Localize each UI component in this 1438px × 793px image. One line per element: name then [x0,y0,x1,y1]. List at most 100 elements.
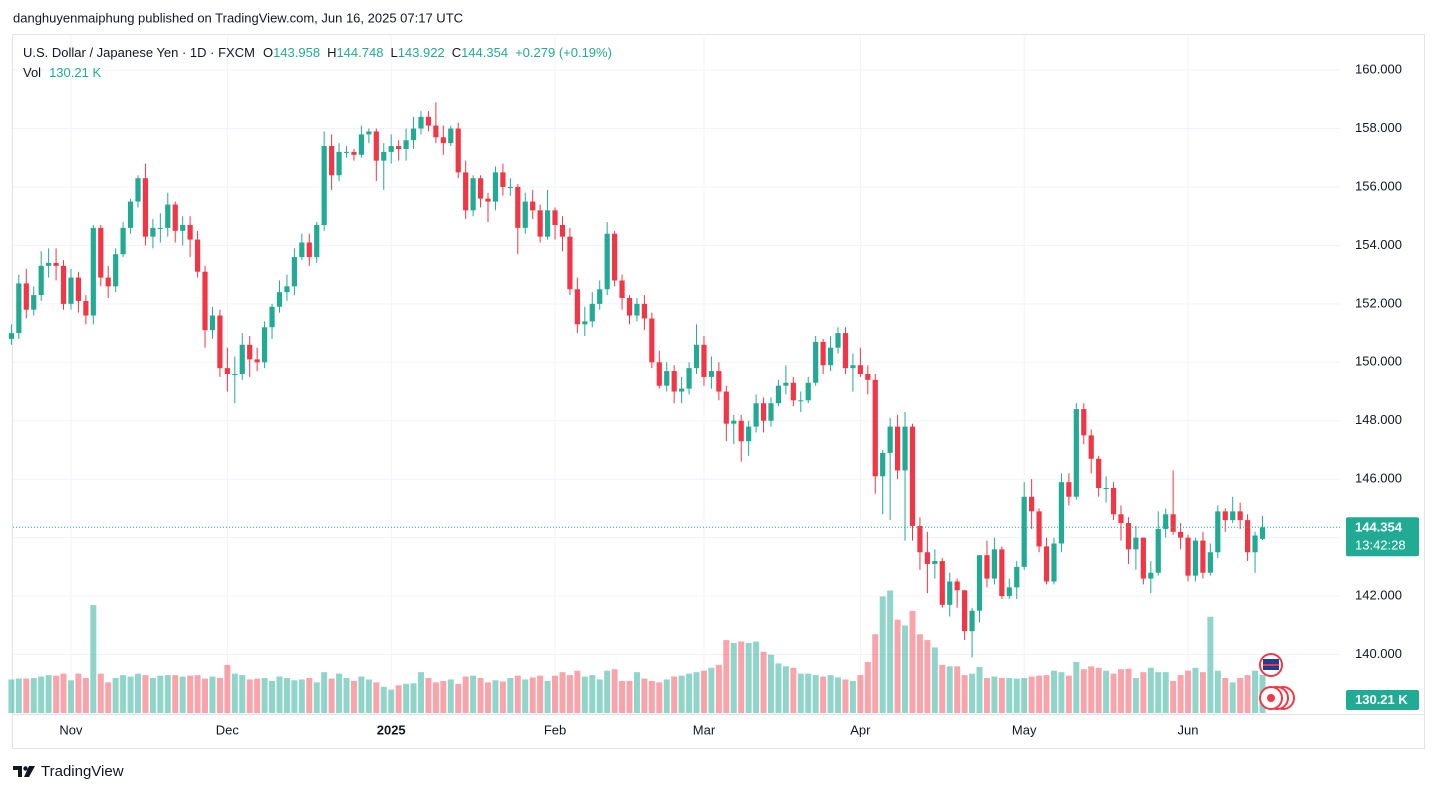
candle-body [574,289,580,325]
volume-bar [1252,670,1259,713]
volume-bar [715,664,722,713]
candle-body [768,403,774,421]
candle-body [269,306,275,328]
candle-body [969,610,975,632]
volume-bar [499,681,506,713]
volume-bar [529,677,536,713]
volume-bar [902,625,909,713]
candle-body [1088,435,1094,459]
ohlc-label: L [390,45,397,60]
volume-bar [179,676,186,713]
candle-body [738,420,744,442]
candle-body [515,186,521,228]
ohlc-value: 143.958 [273,45,320,60]
candle-body [165,204,171,228]
volume-bar [120,675,127,713]
candle-layer [8,102,1266,658]
volume-bar [939,664,946,713]
volume-bar [849,680,856,713]
candle-body [1140,537,1146,579]
volume-bar [53,675,60,713]
candle-body [172,204,178,231]
x-tick-label: Mar [693,722,716,737]
candle-body [500,172,506,187]
candle-body [187,224,193,240]
candle-body [1066,482,1072,497]
candle-body [1163,514,1169,529]
volume-bar [1095,667,1102,713]
candle-body [880,452,886,477]
volume-bar [470,675,477,713]
volume-bar [730,643,737,713]
volume-bar [1170,680,1177,713]
candle-body [857,365,863,374]
candle-body [723,391,729,424]
candle-body [865,374,871,380]
volume-tag-value: 130.21 K [1355,692,1408,707]
candle-body [939,561,945,605]
candle-body [835,333,841,348]
candle-body [53,262,59,266]
volume-bar [261,678,268,713]
x-tick-label: Feb [544,722,566,737]
volume-bar [1140,672,1147,713]
candle-body [113,254,119,287]
candle-body [805,382,811,401]
candle-body [261,327,268,363]
volume-bar [1222,678,1229,713]
volume-bar [559,672,566,713]
volume-bar [403,683,410,713]
candle-body [1155,528,1161,573]
candle-body [1096,458,1102,488]
volume-bar [373,682,380,713]
candle-body [150,227,156,237]
ohlc-value: 144.748 [336,45,383,60]
volume-bar [455,683,462,713]
candle-body [746,426,752,442]
candle-body [448,128,454,144]
brand: TradingView [41,763,124,780]
candle-body [388,146,394,152]
candle-body [1245,520,1251,553]
volume-bar [1192,667,1199,713]
volume-bar [105,682,112,713]
candle-body [224,368,230,374]
candle-body [477,178,484,199]
candle-body [373,131,379,161]
candle-body [247,344,253,360]
volume-bar [1006,678,1013,713]
candle-body [790,382,796,401]
candle-body [1230,511,1236,521]
volume-bar [552,675,559,713]
candle-body [306,242,312,258]
candle-body [1170,514,1176,532]
volume-bar [805,673,812,713]
volume-bar [75,673,82,713]
y-tick-label: 156.000 [1355,178,1402,193]
volume-bar [671,676,678,713]
candle-body [887,426,893,453]
volume-bar [395,685,402,713]
volume-bar [857,675,864,713]
candle-body [976,555,983,611]
candle-body [1215,511,1221,553]
event-dot [1267,694,1275,702]
candle-body [284,286,290,293]
candle-body [343,151,350,153]
candle-body [314,224,320,258]
candle-body [798,400,804,402]
volume-bar [1110,673,1117,713]
volume-bar [566,675,573,713]
volume-bar [693,672,700,713]
candle-body [634,303,640,316]
volume-bar [656,682,663,713]
candle-body [1207,552,1213,573]
volume-bar [1021,678,1028,713]
y-tick-label: 152.000 [1355,295,1402,310]
candle-body [909,426,916,526]
ohlc-label: C [452,45,461,60]
candle-body [254,359,260,363]
flag-stripe [1263,664,1279,666]
candle-body [1259,527,1266,539]
candle-body [552,210,558,225]
